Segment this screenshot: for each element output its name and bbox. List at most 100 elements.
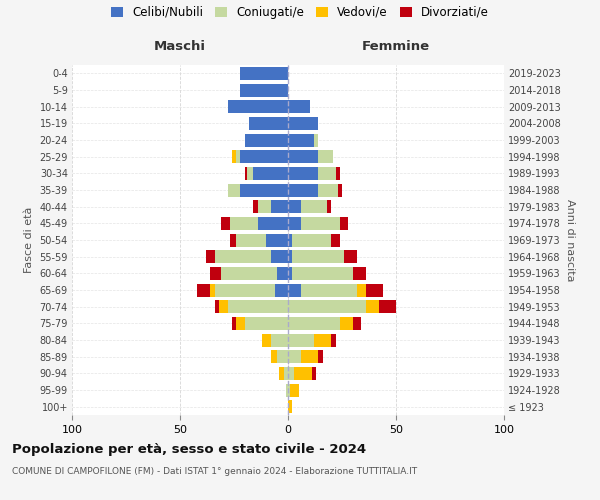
Bar — [253, 167, 288, 180]
Bar — [271, 350, 277, 363]
Bar — [288, 234, 292, 246]
Bar — [215, 300, 219, 313]
Bar — [277, 267, 288, 280]
Text: COMUNE DI CAMPOFILONE (FM) - Dati ISTAT 1° gennaio 2024 - Elaborazione TUTTITALI: COMUNE DI CAMPOFILONE (FM) - Dati ISTAT … — [12, 468, 417, 476]
Bar — [288, 400, 292, 413]
Bar — [215, 250, 271, 263]
Bar — [249, 117, 288, 130]
Bar — [277, 350, 288, 363]
Bar — [288, 350, 301, 363]
Bar — [219, 300, 227, 313]
Bar — [318, 184, 338, 196]
Bar — [206, 250, 215, 263]
Bar — [312, 367, 316, 380]
Bar — [353, 267, 366, 280]
Bar — [215, 284, 275, 296]
Bar — [353, 317, 361, 330]
Bar — [318, 350, 323, 363]
Bar — [245, 317, 288, 330]
Bar — [288, 284, 301, 296]
Bar — [366, 300, 379, 313]
Bar — [288, 150, 318, 163]
Text: Maschi: Maschi — [154, 40, 206, 54]
Bar — [288, 167, 318, 180]
Bar — [284, 367, 288, 380]
Bar — [288, 100, 310, 113]
Bar — [331, 334, 335, 346]
Bar — [230, 217, 258, 230]
Bar — [227, 100, 288, 113]
Bar — [338, 184, 342, 196]
Bar — [253, 200, 258, 213]
Bar — [275, 284, 288, 296]
Bar — [266, 234, 288, 246]
Bar — [340, 217, 349, 230]
Bar — [292, 267, 353, 280]
Bar — [295, 367, 312, 380]
Bar — [271, 200, 288, 213]
Bar — [331, 234, 340, 246]
Text: Popolazione per età, sesso e stato civile - 2024: Popolazione per età, sesso e stato civil… — [12, 442, 366, 456]
Bar — [227, 184, 241, 196]
Bar — [232, 317, 236, 330]
Bar — [290, 384, 299, 396]
Bar — [280, 367, 284, 380]
Bar — [366, 284, 383, 296]
Bar — [344, 250, 357, 263]
Bar — [241, 67, 288, 80]
Bar — [288, 334, 314, 346]
Bar — [258, 200, 271, 213]
Bar — [241, 184, 288, 196]
Bar — [210, 267, 221, 280]
Bar — [288, 384, 290, 396]
Bar — [288, 367, 295, 380]
Bar — [357, 284, 366, 296]
Bar — [288, 117, 318, 130]
Bar — [288, 300, 366, 313]
Bar — [241, 150, 288, 163]
Bar — [288, 184, 318, 196]
Bar — [271, 334, 288, 346]
Bar — [340, 317, 353, 330]
Bar — [314, 134, 318, 146]
Bar — [245, 134, 288, 146]
Bar — [327, 200, 331, 213]
Bar — [292, 234, 331, 246]
Bar — [288, 250, 292, 263]
Bar — [288, 317, 340, 330]
Bar — [288, 267, 292, 280]
Bar — [301, 350, 318, 363]
Bar — [232, 150, 236, 163]
Bar — [245, 167, 247, 180]
Bar — [288, 217, 301, 230]
Bar — [301, 200, 327, 213]
Bar — [288, 134, 314, 146]
Bar — [318, 150, 334, 163]
Text: Femmine: Femmine — [362, 40, 430, 54]
Bar — [230, 234, 236, 246]
Bar — [241, 84, 288, 96]
Legend: Celibi/Nubili, Coniugati/e, Vedovi/e, Divorziati/e: Celibi/Nubili, Coniugati/e, Vedovi/e, Di… — [106, 1, 494, 24]
Bar — [301, 284, 357, 296]
Bar — [210, 284, 215, 296]
Bar — [288, 200, 301, 213]
Bar — [335, 167, 340, 180]
Bar — [258, 217, 288, 230]
Bar — [271, 250, 288, 263]
Y-axis label: Fasce di età: Fasce di età — [24, 207, 34, 273]
Bar — [236, 234, 266, 246]
Y-axis label: Anni di nascita: Anni di nascita — [565, 198, 575, 281]
Bar — [221, 217, 230, 230]
Bar — [236, 317, 245, 330]
Bar — [236, 150, 241, 163]
Bar — [221, 267, 277, 280]
Bar — [292, 250, 344, 263]
Bar — [318, 167, 335, 180]
Bar — [379, 300, 396, 313]
Bar — [197, 284, 210, 296]
Bar — [247, 167, 253, 180]
Bar — [301, 217, 340, 230]
Bar — [314, 334, 331, 346]
Bar — [286, 384, 288, 396]
Bar — [262, 334, 271, 346]
